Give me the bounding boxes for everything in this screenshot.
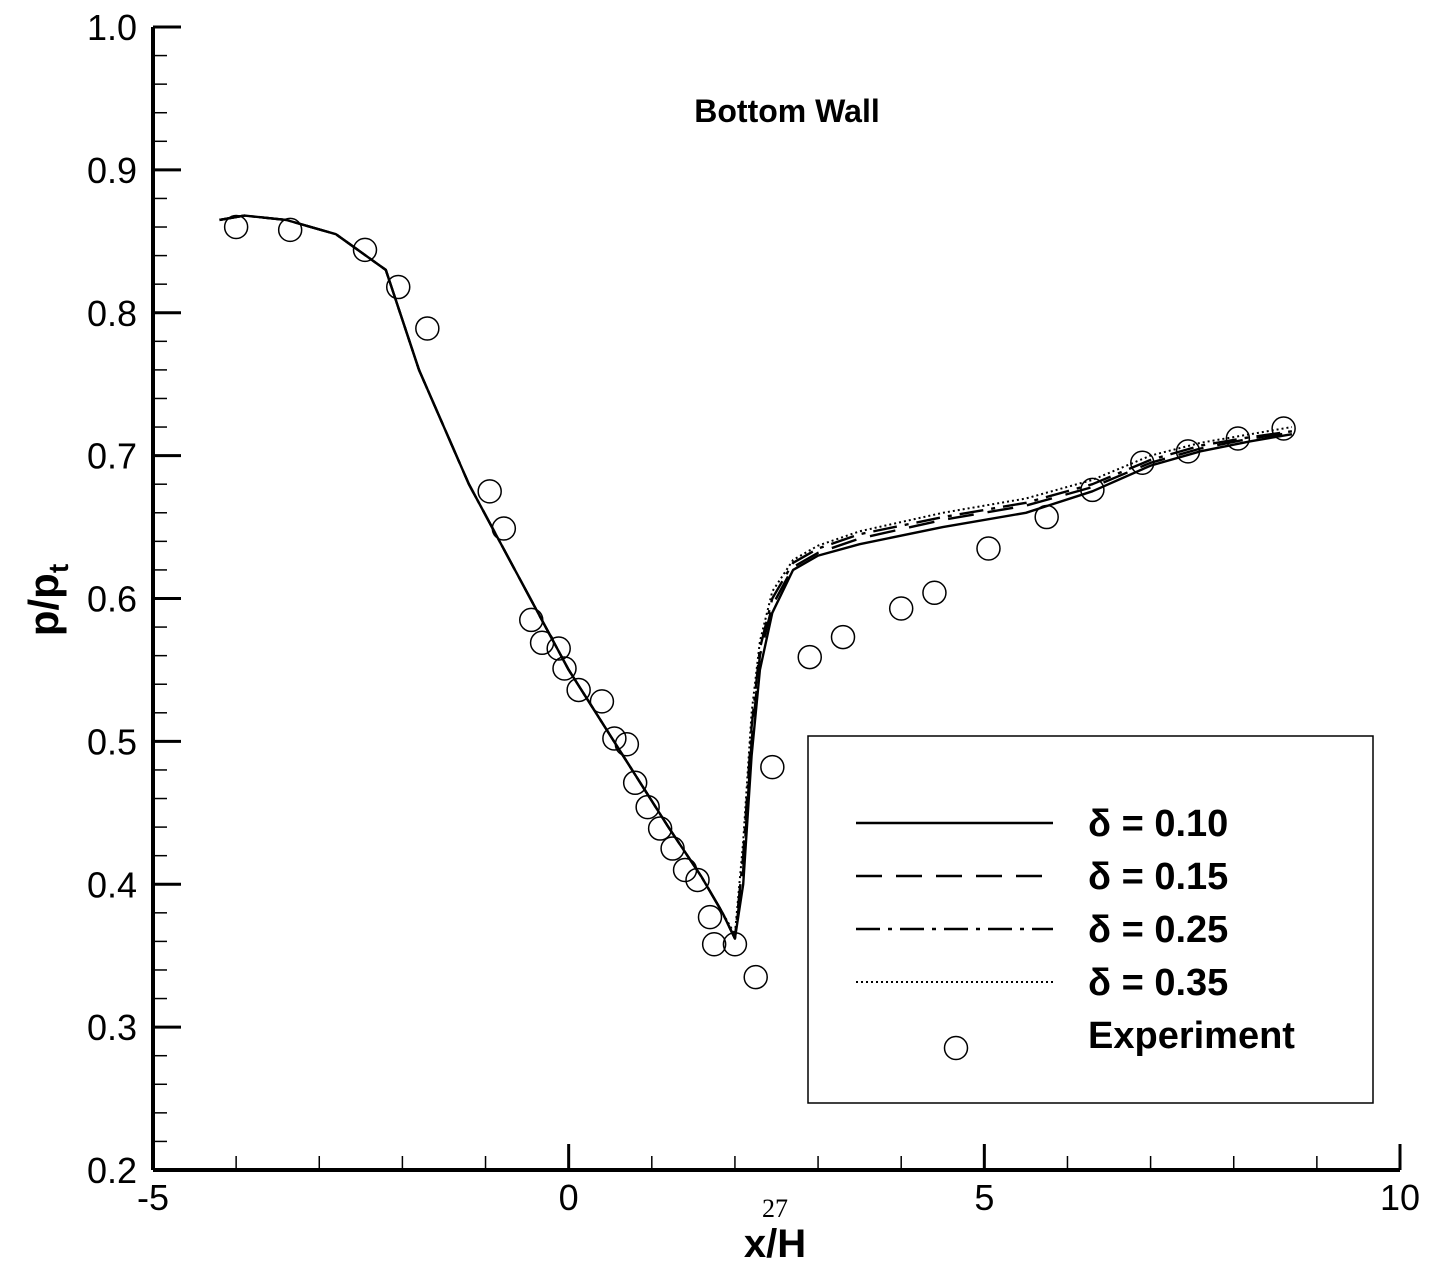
experiment-point bbox=[529, 630, 555, 656]
x-axis-label: x/H bbox=[744, 1222, 806, 1261]
experiment-point bbox=[672, 857, 698, 883]
x-tick-label: -5 bbox=[137, 1177, 169, 1218]
experiment-point bbox=[552, 656, 577, 681]
experiment-point bbox=[277, 217, 303, 243]
experiment-point bbox=[1034, 504, 1059, 530]
legend-label: δ = 0.15 bbox=[1088, 856, 1228, 898]
legend-box bbox=[807, 735, 1374, 1104]
y-axis-label-subscript: t bbox=[43, 564, 74, 573]
legend-label: δ = 0.10 bbox=[1088, 803, 1228, 845]
y-tick-label: 0.2 bbox=[87, 1150, 137, 1191]
chart-title: Bottom Wall bbox=[694, 93, 879, 129]
experiment-point bbox=[1080, 477, 1105, 503]
experiment-point bbox=[491, 516, 517, 541]
y-tick-label: 0.9 bbox=[87, 150, 137, 191]
experiment-point bbox=[385, 274, 411, 300]
experiment-point bbox=[685, 867, 710, 893]
experiment-point bbox=[1225, 426, 1251, 451]
x-tick-label: 5 bbox=[974, 1177, 994, 1218]
experiment-point bbox=[477, 479, 502, 504]
y-tick-label: 0.8 bbox=[87, 293, 137, 334]
experiment-point bbox=[589, 689, 615, 714]
x-tick-label: 10 bbox=[1380, 1177, 1420, 1218]
y-tick-label: 0.7 bbox=[87, 436, 137, 477]
y-axis-label-main: p/p bbox=[20, 573, 67, 636]
y-tick-label: 0.3 bbox=[87, 1007, 137, 1048]
experiment-point bbox=[722, 932, 748, 957]
legend: δ = 0.10 δ = 0.15 δ = 0.25 δ = 0.35 Experime… bbox=[807, 735, 1374, 1104]
experiment-point bbox=[697, 904, 723, 930]
experiment-point bbox=[1175, 439, 1201, 464]
x-tick-label: 0 bbox=[559, 1177, 579, 1218]
experiment-point bbox=[614, 731, 640, 757]
series-line-4 bbox=[219, 214, 1293, 936]
page-number: 27 bbox=[762, 1194, 788, 1223]
y-axis-label: p/pt bbox=[20, 564, 74, 636]
y-tick-label: 0.5 bbox=[87, 721, 137, 762]
svg-text:p/pt: p/pt bbox=[20, 564, 74, 636]
series-layer bbox=[219, 214, 1293, 940]
experiment-point bbox=[223, 214, 249, 240]
legend-label: δ = 0.25 bbox=[1088, 909, 1228, 951]
experiment-point bbox=[976, 536, 1001, 561]
y-tick-label: 0.4 bbox=[87, 864, 137, 905]
experiment-point bbox=[546, 636, 571, 661]
legend-marker bbox=[943, 1035, 969, 1061]
experiment-point bbox=[888, 596, 914, 621]
experiment-markers bbox=[223, 214, 1296, 990]
experiment-point bbox=[635, 794, 660, 820]
experiment-point bbox=[830, 624, 856, 650]
experiment-point bbox=[647, 816, 673, 841]
experiment-point bbox=[660, 836, 685, 861]
axis-ticks: -5 0 5 10 0.2 0.3 0.4 0.5 0.6 0.7 0.8 0.9 1.0 bbox=[87, 7, 1420, 1218]
legend-label: δ = 0.35 bbox=[1088, 962, 1228, 1004]
experiment-point bbox=[1271, 416, 1296, 441]
experiment-point bbox=[602, 726, 627, 751]
experiment-point bbox=[1130, 450, 1155, 476]
y-tick-label: 0.6 bbox=[87, 579, 137, 620]
experiment-point bbox=[743, 964, 768, 990]
experiment-point bbox=[701, 932, 727, 957]
experiment-point bbox=[760, 754, 785, 780]
legend-label: Experiment bbox=[1088, 1015, 1295, 1057]
experiment-point bbox=[352, 237, 378, 263]
experiment-point bbox=[922, 580, 947, 606]
experiment-point bbox=[415, 316, 440, 341]
experiment-point bbox=[622, 770, 648, 796]
legend-entries: δ = 0.10 δ = 0.15 δ = 0.25 δ = 0.35 Experime… bbox=[856, 803, 1295, 1061]
experiment-point bbox=[566, 677, 591, 703]
y-tick-label: 1.0 bbox=[87, 7, 137, 48]
experiment-point bbox=[797, 644, 823, 670]
experiment-point bbox=[519, 607, 544, 633]
